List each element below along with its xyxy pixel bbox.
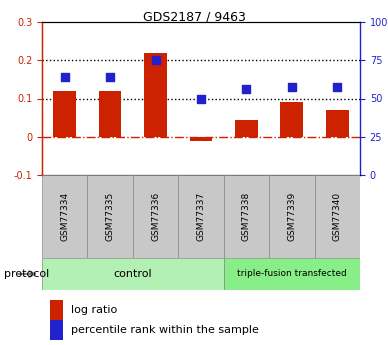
Bar xyxy=(326,110,349,137)
Text: log ratio: log ratio xyxy=(71,305,117,315)
Text: GDS2187 / 9463: GDS2187 / 9463 xyxy=(142,10,246,23)
Bar xyxy=(281,102,303,137)
Text: protocol: protocol xyxy=(4,269,49,279)
Bar xyxy=(235,119,258,137)
Text: GSM77339: GSM77339 xyxy=(288,192,296,241)
Text: triple-fusion transfected: triple-fusion transfected xyxy=(237,269,347,278)
Bar xyxy=(42,175,87,258)
Bar xyxy=(133,175,178,258)
Text: GSM77334: GSM77334 xyxy=(60,192,69,241)
Text: GSM77338: GSM77338 xyxy=(242,192,251,241)
Text: GSM77337: GSM77337 xyxy=(196,192,206,241)
Bar xyxy=(178,175,224,258)
Point xyxy=(334,84,340,90)
Point xyxy=(243,86,249,92)
Bar xyxy=(269,175,315,258)
Text: control: control xyxy=(114,269,152,279)
Text: GSM77335: GSM77335 xyxy=(106,192,114,241)
Bar xyxy=(144,52,167,137)
Bar xyxy=(54,91,76,137)
Bar xyxy=(87,175,133,258)
Point xyxy=(152,58,159,63)
Bar xyxy=(224,175,269,258)
Bar xyxy=(42,258,224,290)
Text: GSM77340: GSM77340 xyxy=(333,192,342,241)
Point xyxy=(107,75,113,80)
Text: percentile rank within the sample: percentile rank within the sample xyxy=(71,325,259,335)
Point xyxy=(62,75,68,80)
Point xyxy=(198,96,204,101)
Bar xyxy=(224,258,360,290)
Text: GSM77336: GSM77336 xyxy=(151,192,160,241)
Bar xyxy=(99,91,121,137)
Bar xyxy=(315,175,360,258)
Bar xyxy=(190,137,212,140)
Point xyxy=(289,84,295,90)
